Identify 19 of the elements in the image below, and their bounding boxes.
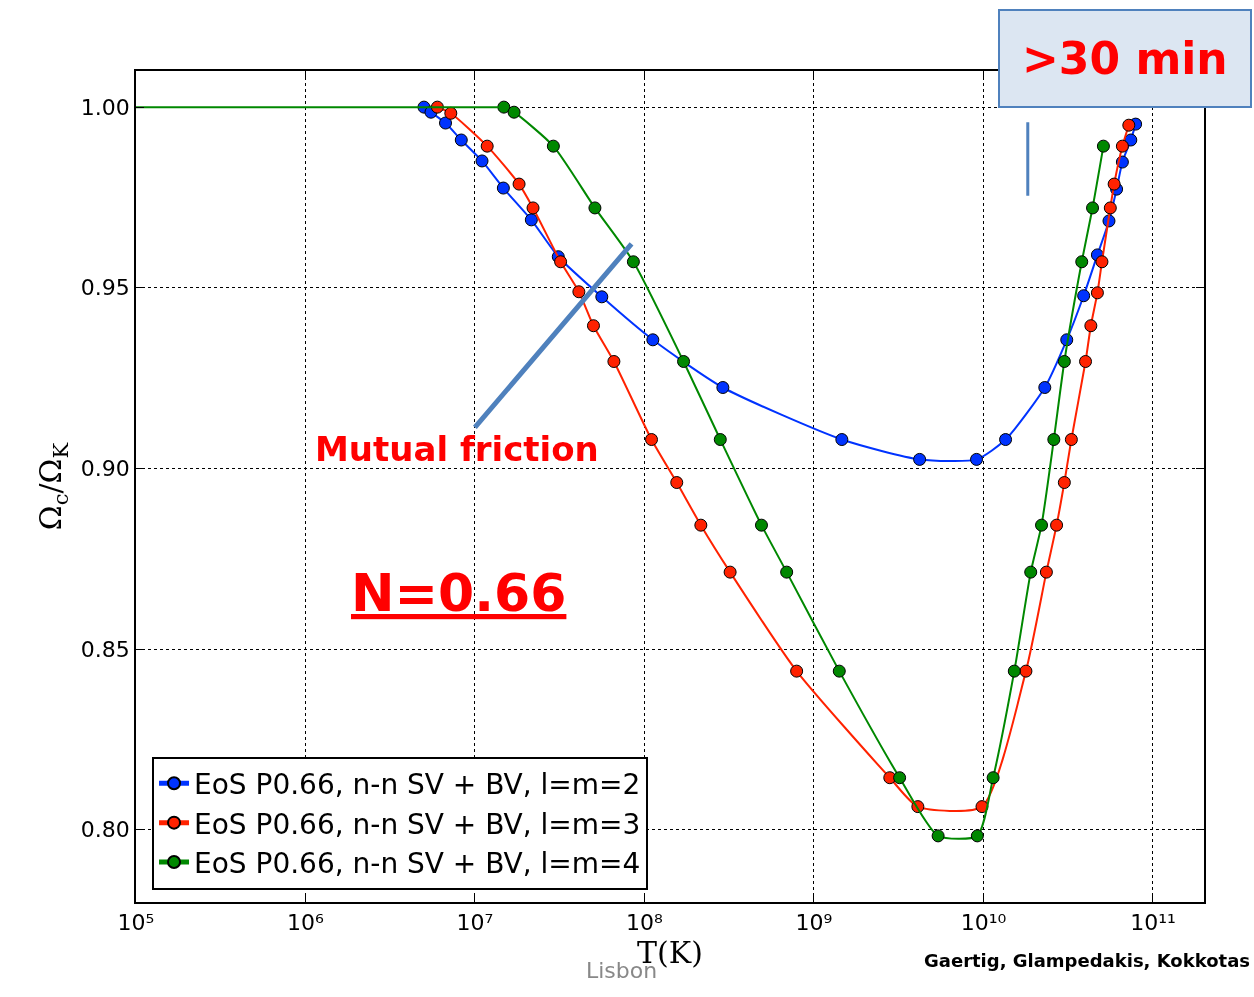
x-tick-label: 10⁹ xyxy=(795,910,833,936)
x-tick-label: 10⁶ xyxy=(287,910,325,936)
annotation: >30 min xyxy=(1022,33,1228,84)
legend-label: EoS P0.66, n-n SV + BV, l=m=4 xyxy=(194,846,641,880)
y-tick-label: 0.95 xyxy=(80,275,130,301)
x-tick-label: 10¹¹ xyxy=(1130,910,1176,936)
annotation: N=0.66 xyxy=(351,563,567,623)
x-tick-label: 10¹⁰ xyxy=(960,910,1007,936)
y-tick-label: 1.00 xyxy=(80,94,130,120)
text: Gaertig, Glampedakis, Kokkotas xyxy=(924,950,1250,971)
legend-label: EoS P0.66, n-n SV + BV, l=m=3 xyxy=(194,807,641,841)
x-tick-label: 10⁵ xyxy=(117,910,155,936)
y-tick-label: 0.85 xyxy=(80,636,130,662)
y-tick-label: 0.90 xyxy=(80,456,130,482)
x-tick-label: 10⁸ xyxy=(626,910,664,936)
x-tick-label: 10⁷ xyxy=(456,910,494,936)
annotation: Mutual friction xyxy=(315,429,599,469)
y-tick-label: 0.80 xyxy=(80,817,130,843)
legend-label: EoS P0.66, n-n SV + BV, l=m=2 xyxy=(194,768,641,802)
